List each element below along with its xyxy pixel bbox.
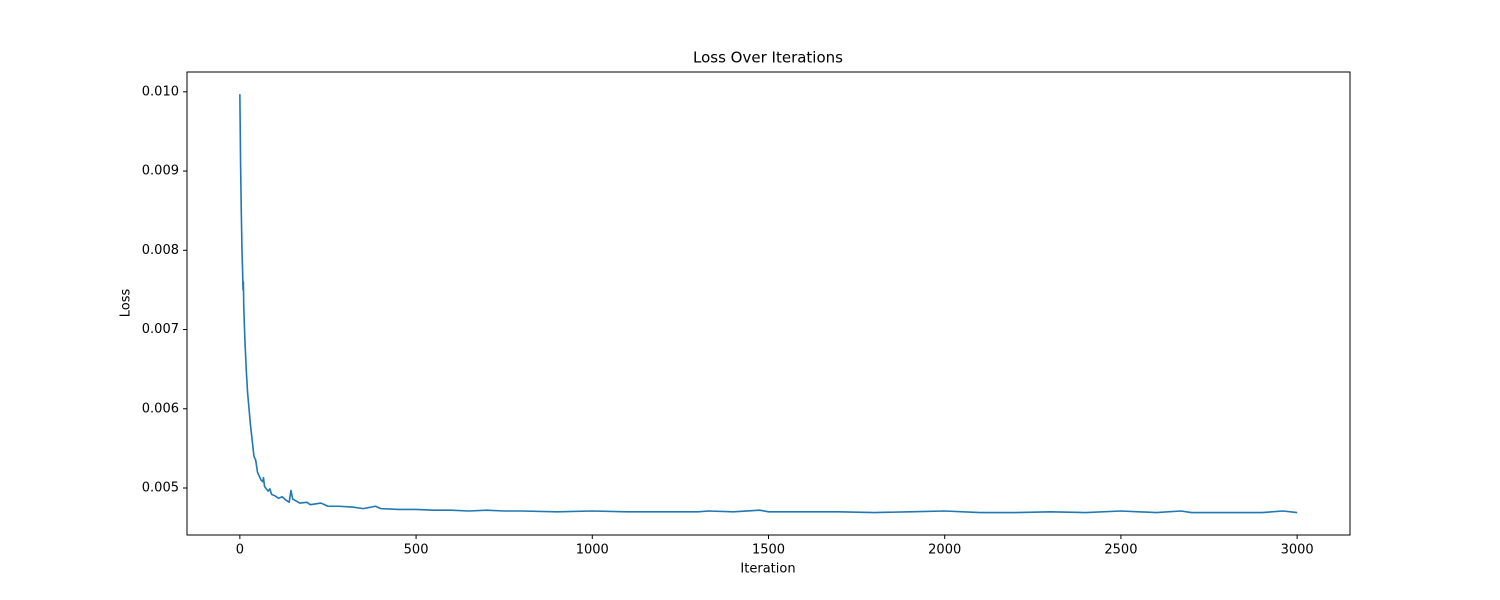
x-tick-label: 500: [404, 543, 429, 558]
x-tick-label: 0: [236, 543, 244, 558]
y-axis-label: Loss: [119, 289, 134, 318]
x-tick-label: 3000: [1281, 543, 1314, 558]
y-tick-label: 0.008: [142, 243, 179, 258]
chart-title: Loss Over Iterations: [693, 49, 843, 67]
y-tick-label: 0.009: [142, 164, 179, 179]
y-tick-label: 0.006: [142, 401, 179, 416]
plot-frame: [186, 71, 1351, 536]
x-axis-label: Iteration: [740, 562, 795, 577]
x-tick-label: 2500: [1104, 543, 1137, 558]
y-tick-label: 0.010: [142, 84, 179, 99]
y-tick-label: 0.007: [142, 322, 179, 337]
x-tick-label: 2000: [928, 543, 961, 558]
x-tick-label: 1500: [752, 543, 785, 558]
y-tick-label: 0.005: [142, 481, 179, 496]
loss-line: [239, 94, 1298, 514]
x-tick-label: 1000: [576, 543, 609, 558]
